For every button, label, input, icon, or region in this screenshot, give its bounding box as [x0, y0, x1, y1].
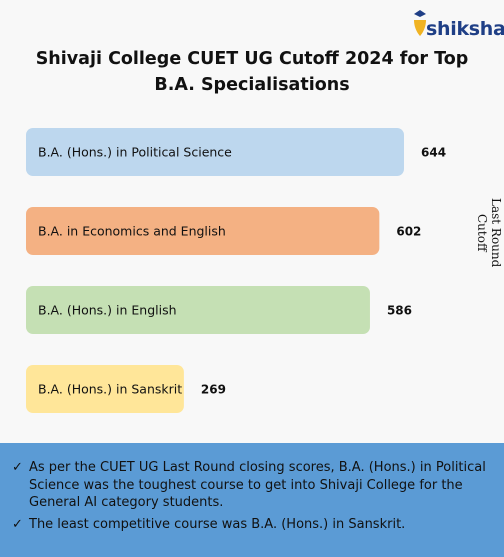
y-axis-label: Last Round Cutoff — [475, 198, 503, 268]
notes-panel: ✓ As per the CUET UG Last Round closing s… — [0, 443, 504, 557]
notes-list: ✓ As per the CUET UG Last Round closing s… — [0, 443, 504, 533]
bar-category-label: B.A. in Economics and English — [38, 224, 226, 239]
shiksha-logo: shiksha — [412, 6, 504, 42]
bar-category-label: B.A. (Hons.) in Sanskrit — [38, 382, 182, 397]
bar — [26, 286, 370, 334]
graduate-cap-icon — [414, 10, 426, 36]
bar-value-label: 644 — [421, 146, 446, 160]
bar-value-label: 602 — [396, 225, 421, 239]
note-item: ✓ As per the CUET UG Last Round closing s… — [12, 459, 490, 512]
note-text: The least competitive course was B.A. (H… — [29, 516, 406, 532]
brand-name: shiksha — [426, 18, 504, 40]
bar-chart: B.A. (Hons.) in Political Science 644 B.A.… — [26, 128, 446, 413]
chart-title: Shivaji College CUET UG Cutoff 2024 for … — [35, 49, 469, 95]
bar-category-label: B.A. (Hons.) in English — [38, 303, 177, 318]
bar-value-label: 586 — [387, 304, 412, 318]
bar-value-label: 269 — [201, 383, 226, 397]
check-icon: ✓ — [12, 460, 23, 475]
bar — [26, 365, 184, 413]
bar-category-label: B.A. (Hons.) in Political Science — [38, 145, 232, 160]
note-item: ✓ The least competitive course was B.A. (… — [12, 516, 490, 534]
check-icon: ✓ — [12, 516, 23, 532]
bar — [26, 207, 380, 255]
note-text: As per the CUET UG Last Round closing sc… — [29, 460, 486, 510]
bar — [26, 128, 404, 176]
